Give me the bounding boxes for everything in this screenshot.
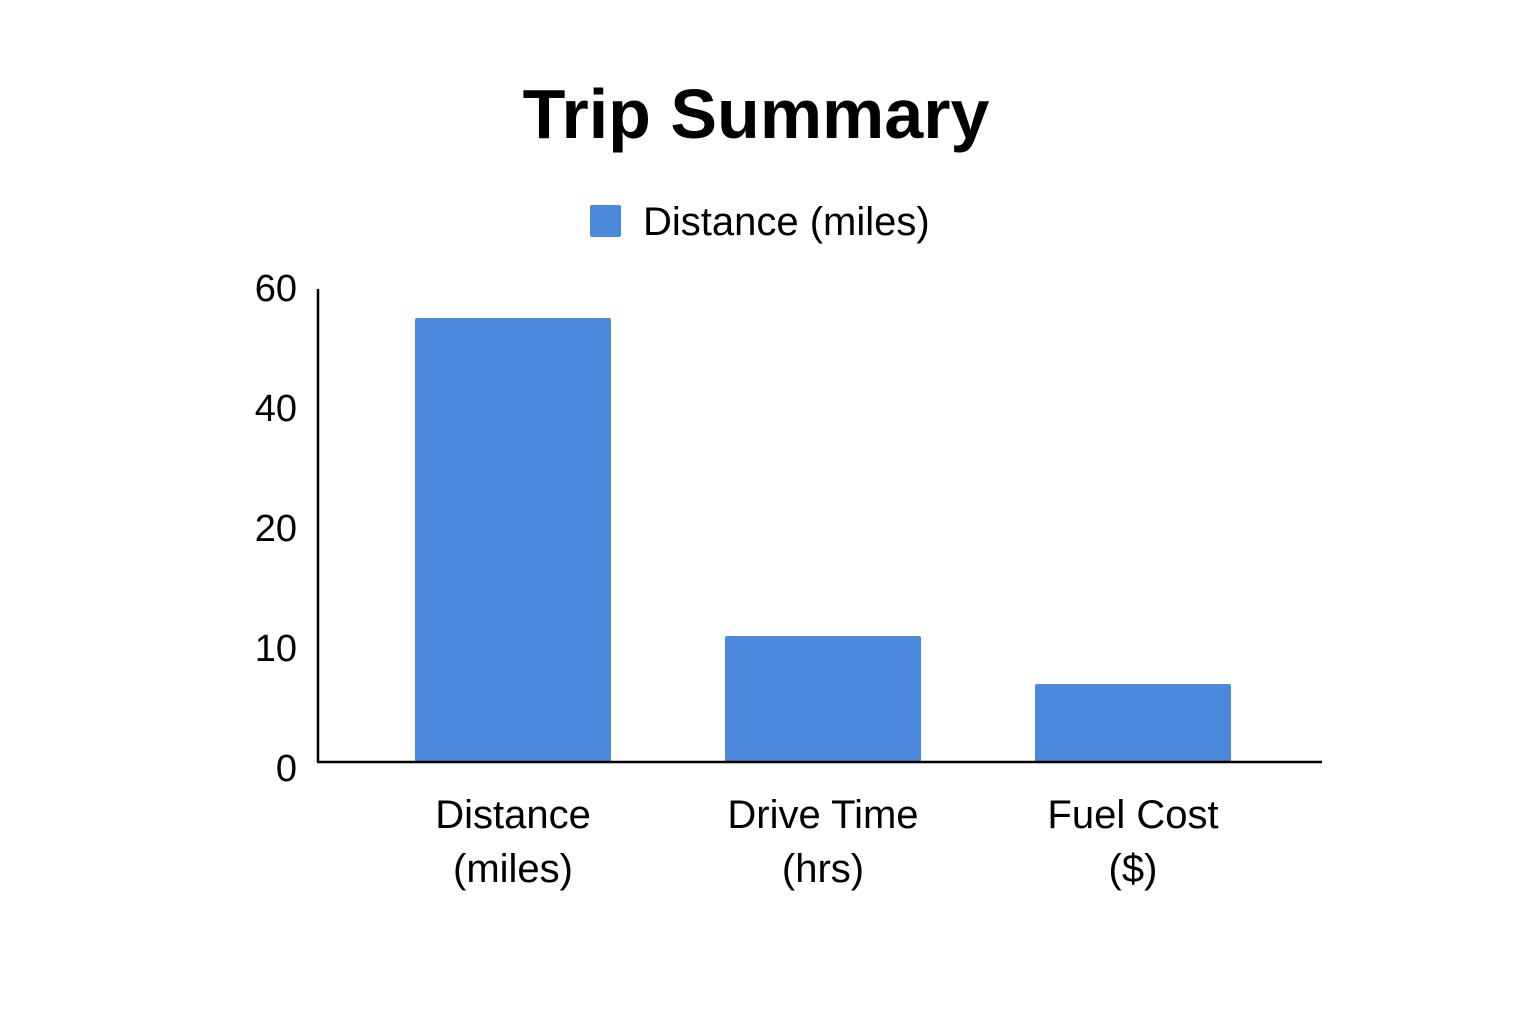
y-tick-label-20: 20 <box>255 508 297 550</box>
bar-drive-time <box>725 636 921 762</box>
legend-label: Distance (miles) <box>643 200 930 244</box>
y-tick-label-60: 60 <box>255 268 297 310</box>
y-tick-label-10: 10 <box>255 628 297 670</box>
legend-swatch <box>590 205 621 237</box>
y-tick-label-0: 0 <box>276 748 297 790</box>
y-tick-label-40: 40 <box>255 388 297 430</box>
legend: Distance (miles) <box>590 200 930 244</box>
x-tick-label-fuel-cost: Fuel Cost ($) <box>1047 793 1218 891</box>
x-tick-label-distance: Distance (miles) <box>435 793 591 891</box>
bar-fuel-cost <box>1035 684 1231 762</box>
x-tick-label-drive-time: Drive Time (hrs) <box>727 793 918 891</box>
chart-title: Trip Summary <box>523 75 990 153</box>
y-axis-tick-labels: 0 10 20 40 60 <box>255 268 297 790</box>
bar-distance <box>415 318 611 762</box>
x-axis-category-labels: Distance (miles) Drive Time (hrs) Fuel Cost(… <box>435 793 1218 891</box>
bars <box>415 318 1231 762</box>
